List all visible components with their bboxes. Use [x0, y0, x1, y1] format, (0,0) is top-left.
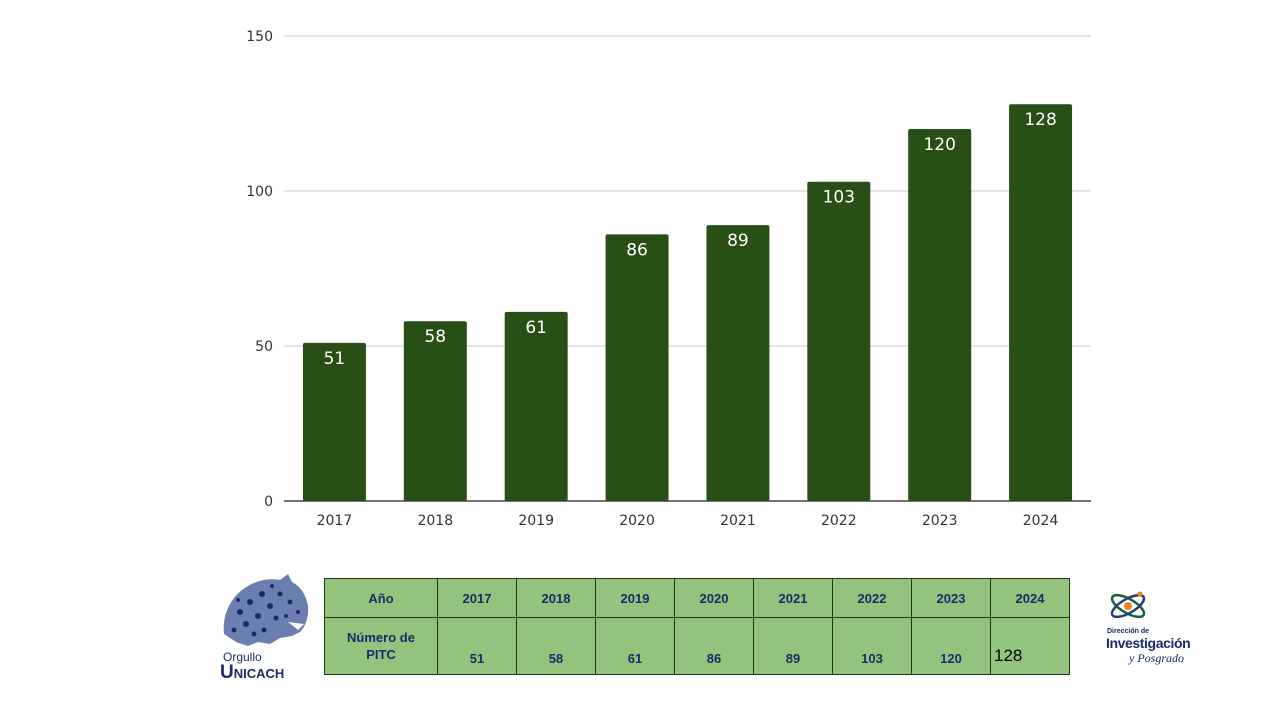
bar-chart: 0 50 100 150 51 2017 58 2018 61 2019 86 2020 89 2021 1… — [246, 29, 1091, 529]
table-year-cell: 2023 — [911, 578, 991, 618]
table-value-cell: 58 — [516, 617, 596, 675]
table-year-cell: 2024 — [990, 578, 1070, 618]
bar — [706, 225, 770, 501]
table-value-cell: 128 — [990, 617, 1070, 675]
bar — [1009, 104, 1073, 501]
atom-icon — [1110, 591, 1146, 619]
bar — [807, 181, 871, 501]
table-row-label-line1: Número de — [347, 630, 415, 645]
table-row-label: Número de PITC — [324, 617, 438, 675]
table-row-years: Año 2017 2018 2019 2020 2021 2022 2023 2… — [324, 578, 1070, 618]
table-year-cell: 2021 — [753, 578, 833, 618]
orgullo-label: Orgullo — [223, 650, 262, 664]
bar — [403, 321, 467, 501]
bar-data-label: 86 — [626, 240, 648, 260]
table-row-label-line2: PITC — [366, 647, 396, 662]
bar-data-label: 128 — [1024, 110, 1056, 130]
x-tick-label: 2019 — [518, 513, 554, 529]
x-tick-label: 2022 — [821, 513, 857, 529]
table-value-cell: 103 — [832, 617, 912, 675]
x-tick-label: 2023 — [922, 513, 958, 529]
bar-data-label: 51 — [324, 349, 346, 369]
bar-data-label: 89 — [727, 231, 749, 251]
table-year-cell: 2017 — [437, 578, 517, 618]
x-tick-label: 2017 — [317, 513, 353, 529]
table-value-cell: 86 — [674, 617, 754, 675]
table-year-cell: 2020 — [674, 578, 754, 618]
x-tick-label: 2018 — [417, 513, 453, 529]
table-value-cell: 51 — [437, 617, 517, 675]
table-value-cell: 120 — [911, 617, 991, 675]
x-tick-label: 2021 — [720, 513, 756, 529]
y-tick-label: 150 — [246, 29, 273, 45]
bar-data-label: 103 — [823, 188, 855, 208]
investigacion-label: Investigación — [1106, 635, 1191, 651]
bar-data-label: 58 — [424, 327, 446, 347]
posgrado-label: y Posgrado — [1129, 651, 1184, 665]
table-row-values: Número de PITC 51 58 61 86 89 103 120 12… — [324, 617, 1070, 675]
table-value-cell: 61 — [595, 617, 675, 675]
table-year-cell: 2018 — [516, 578, 596, 618]
bar — [605, 234, 669, 501]
y-tick-label: 0 — [264, 494, 273, 510]
x-tick-label: 2020 — [619, 513, 655, 529]
bar — [504, 311, 568, 501]
bar — [302, 342, 366, 501]
table-year-cell: 2022 — [832, 578, 912, 618]
table-year-cell: 2019 — [595, 578, 675, 618]
table-header-label: Año — [324, 578, 438, 618]
data-table: Año 2017 2018 2019 2020 2021 2022 2023 2… — [324, 578, 1070, 675]
direccion-label: Dirección de — [1107, 628, 1150, 635]
unicach-logo: Orgullo Unicach — [218, 572, 310, 684]
table-value-cell: 89 — [753, 617, 833, 675]
unicach-label: Unicach — [220, 662, 285, 683]
bar — [908, 129, 972, 501]
y-tick-label: 100 — [246, 184, 273, 200]
bar-data-label: 61 — [525, 318, 547, 338]
investigacion-logo: Dirección de Investigación y Posgrado — [1100, 588, 1200, 668]
y-tick-label: 50 — [255, 339, 273, 355]
bar-data-label: 120 — [923, 135, 955, 155]
x-tick-label: 2024 — [1023, 513, 1059, 529]
jaguar-icon — [223, 574, 309, 646]
